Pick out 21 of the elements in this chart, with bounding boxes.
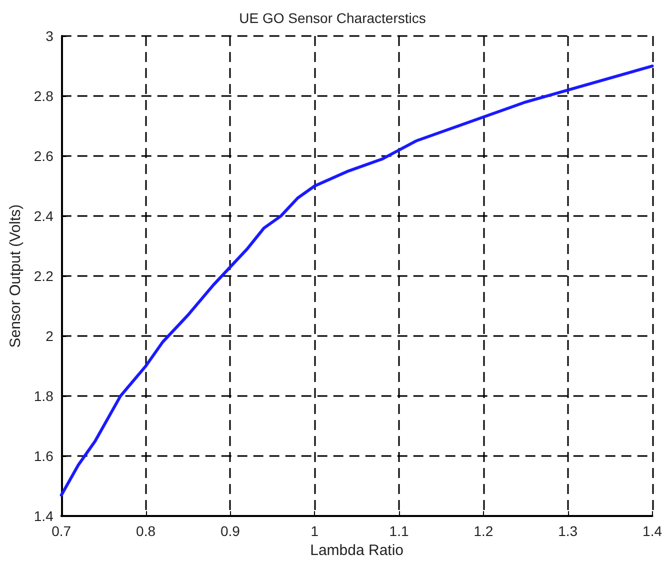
line-series [60,64,654,497]
y-tick-label: 1.6 [34,448,54,464]
x-tick-label: 1 [310,523,319,540]
x-tick-label: 0.9 [220,523,240,540]
x-tick-label: 1.3 [558,523,578,540]
y-axis-title: Sensor Output (Volts) [7,204,24,348]
x-axis-title: Lambda Ratio [310,542,404,559]
chart-title: UE GO Sensor Characterstics [239,10,426,26]
y-tick-label: 1.8 [34,388,54,404]
y-tick-label: 2.4 [34,208,54,224]
x-tick-label: 1.2 [474,523,494,540]
y-tick-label: 3 [46,28,54,44]
x-tick-label: 1.1 [389,523,409,540]
y-tick-label: 2.2 [34,268,54,284]
x-tick-label: 0.8 [136,523,156,540]
x-tick-label: 1.4 [642,523,662,540]
y-tick-label: 2.8 [34,88,54,104]
x-tick-label: 0.7 [52,523,72,540]
y-tick-label: 1.4 [34,508,54,524]
y-tick-label: 2.6 [34,148,54,164]
y-tick-label: 2 [46,328,54,344]
